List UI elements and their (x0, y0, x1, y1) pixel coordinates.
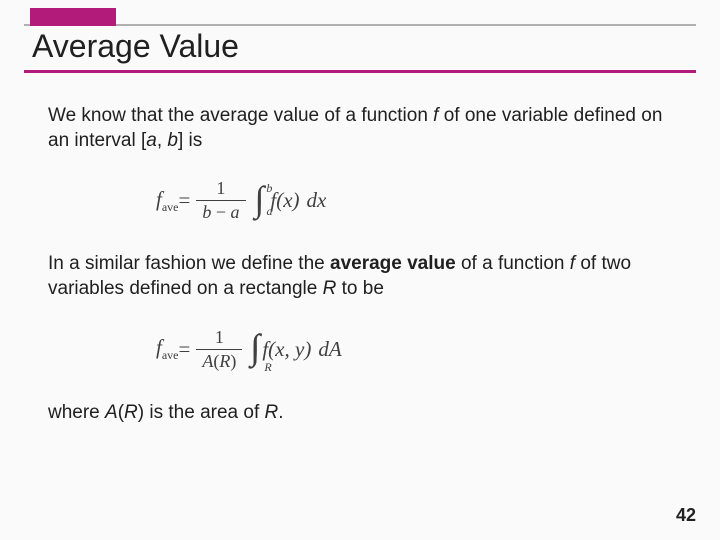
eq1-dx: dx (307, 188, 327, 213)
p1-text: We know that the average value of a func… (48, 105, 433, 126)
eq2-denominator: A(R) (196, 350, 242, 373)
eq2-fxy: f(x, y) (262, 337, 311, 362)
eq1-integral: ∫ b a (255, 185, 265, 217)
paragraph-1: We know that the average value of a func… (48, 104, 672, 153)
equation-1: fave = 1 b − a ∫ b a f(x) dx (48, 177, 672, 224)
eq2-den-A: A (202, 351, 213, 371)
eq1-equals: = (179, 188, 191, 213)
eq1-sub: ave (162, 200, 179, 214)
p1-post: ] is (178, 130, 202, 151)
slide-header: Average Value (0, 0, 720, 80)
eq1-den-a: a (231, 202, 240, 222)
p1-b: b (167, 130, 178, 151)
paragraph-3: where A(R) is the area of R. (48, 401, 672, 426)
eq1-denominator: b − a (196, 201, 245, 224)
eq2-den-R: R (219, 351, 230, 371)
eq2-fraction: 1 A(R) (196, 326, 242, 373)
eq2-numerator: 1 (209, 326, 230, 349)
eq2-int-sub: R (264, 360, 271, 375)
header-underline (24, 70, 696, 73)
p3-R: R (124, 402, 138, 423)
equation-2: fave = 1 A(R) ∫∫ R f(x, y) dA (48, 326, 672, 373)
eq1-int-upper: b (266, 181, 272, 196)
page-number: 42 (676, 505, 696, 526)
eq1-numerator: 1 (210, 177, 231, 200)
p3-pre: where (48, 402, 105, 423)
p1-a: a (146, 130, 157, 151)
p2-bold: average value (330, 253, 456, 274)
eq1-fx: f(x) (270, 188, 299, 213)
eq1-den-minus: − (211, 202, 230, 222)
p2-mid: of a function (456, 253, 570, 274)
eq2-sub: ave (162, 348, 179, 362)
header-accent-block (30, 8, 116, 26)
eq2-equals: = (179, 337, 191, 362)
paragraph-2: In a similar fashion we define the avera… (48, 252, 672, 301)
eq1-den-b: b (202, 202, 211, 222)
slide-title: Average Value (32, 28, 239, 65)
p3-A: A (105, 402, 118, 423)
p2-R: R (323, 278, 337, 299)
eq1-lhs: fave (156, 187, 179, 215)
eq1-int-lower: a (267, 204, 273, 219)
integral-icon: ∫ (255, 185, 265, 214)
p1-comma: , (157, 130, 168, 151)
header-gray-rule (24, 24, 696, 26)
slide-body: We know that the average value of a func… (0, 80, 720, 425)
eq2-lhs: fave (156, 335, 179, 363)
eq2-dA: dA (318, 337, 341, 362)
p3-R2: R (265, 402, 279, 423)
p2-pre: In a similar fashion we define the (48, 253, 330, 274)
eq1-fraction: 1 b − a (196, 177, 245, 224)
p2-post: to be (336, 278, 384, 299)
eq2-den-pc: ) (230, 351, 236, 371)
p3-mid: is the area of (144, 402, 264, 423)
p3-post: . (278, 402, 283, 423)
